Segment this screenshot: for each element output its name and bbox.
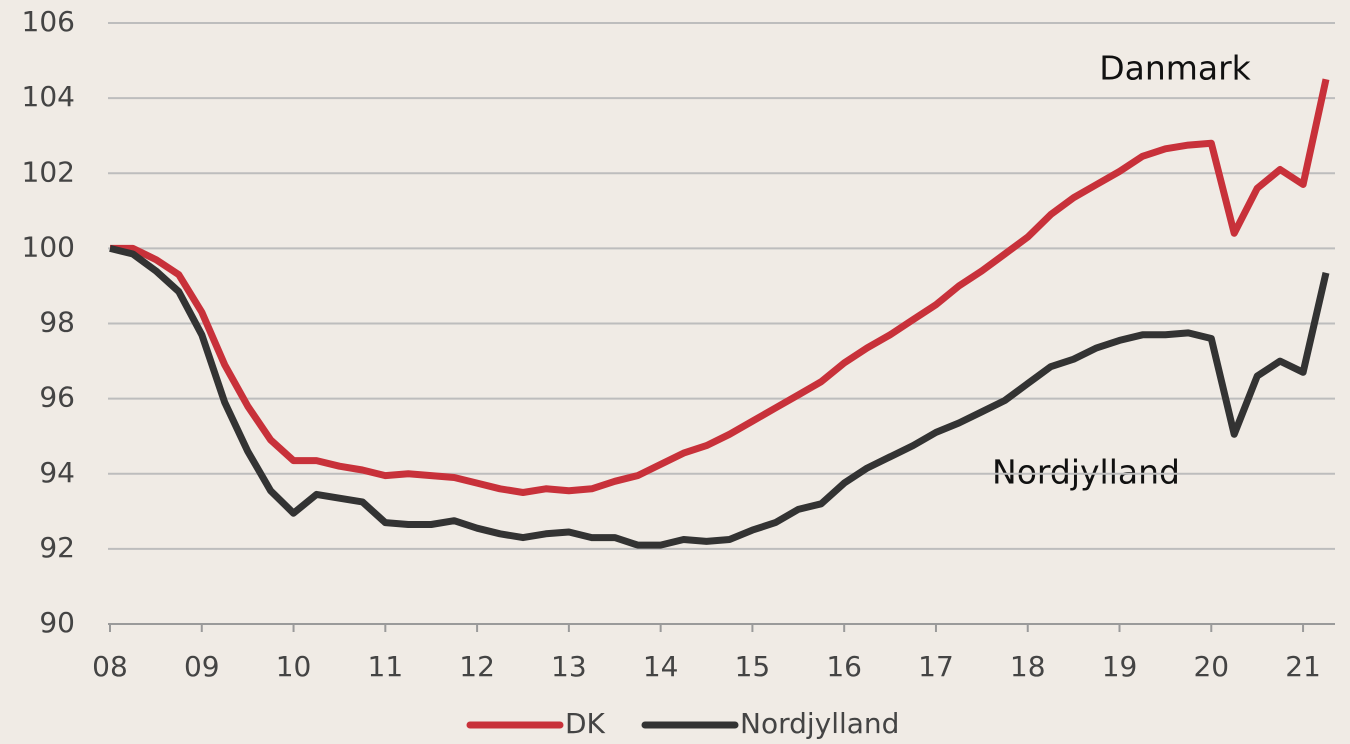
- legend-label: DK: [565, 707, 606, 740]
- y-tick-label: 96: [39, 381, 75, 414]
- x-tick-label: 10: [276, 650, 312, 683]
- y-tick-label: 102: [22, 155, 75, 188]
- y-tick-label: 106: [22, 5, 75, 38]
- y-tick-label: 104: [22, 80, 75, 113]
- x-tick-label: 17: [918, 650, 954, 683]
- legend-label: Nordjylland: [740, 707, 899, 740]
- x-tick-label: 11: [368, 650, 404, 683]
- x-tick-label: 16: [826, 650, 862, 683]
- x-tick-label: 08: [92, 650, 128, 683]
- x-tick-label: 15: [735, 650, 771, 683]
- x-tick-label: 21: [1285, 650, 1321, 683]
- y-tick-label: 100: [22, 230, 75, 263]
- x-tick-label: 19: [1102, 650, 1138, 683]
- x-tick-label: 12: [459, 650, 495, 683]
- y-tick-label: 92: [39, 531, 75, 564]
- annotation: Danmark: [1099, 49, 1251, 88]
- y-tick-label: 94: [39, 456, 75, 489]
- series-line: [110, 78, 1330, 496]
- x-tick-label: 13: [551, 650, 587, 683]
- x-tick-label: 18: [1010, 650, 1046, 683]
- x-tick-label: 14: [643, 650, 679, 683]
- x-tick-label: 09: [184, 650, 220, 683]
- y-tick-label: 98: [39, 306, 75, 339]
- y-tick-label: 90: [39, 606, 75, 639]
- series-line: [109, 245, 1330, 549]
- x-tick-label: 20: [1193, 650, 1229, 683]
- annotation: Nordjylland: [992, 453, 1180, 492]
